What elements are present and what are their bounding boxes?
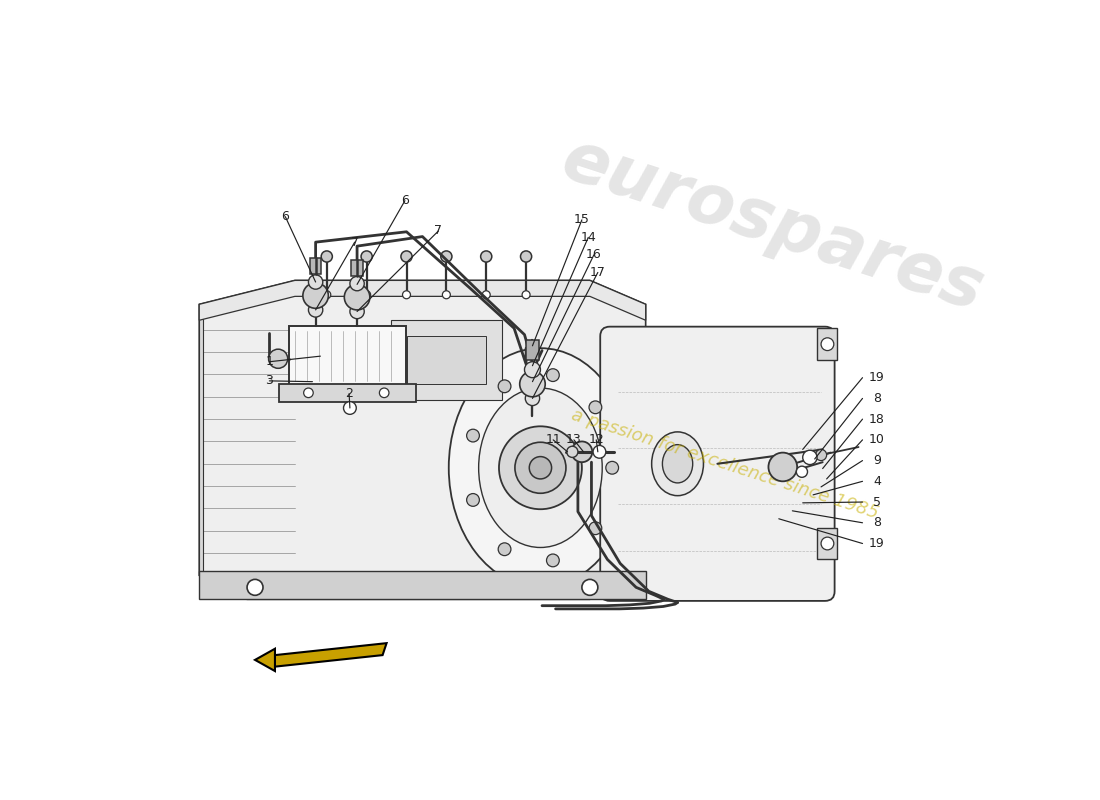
Circle shape <box>547 369 559 382</box>
Circle shape <box>520 251 531 262</box>
Circle shape <box>343 402 356 414</box>
Circle shape <box>403 290 410 298</box>
Circle shape <box>525 362 540 378</box>
Circle shape <box>499 426 582 510</box>
Circle shape <box>769 453 798 482</box>
Circle shape <box>308 302 322 317</box>
Text: 14: 14 <box>581 231 596 244</box>
Circle shape <box>482 290 491 298</box>
Polygon shape <box>199 281 646 599</box>
Circle shape <box>796 466 807 478</box>
Circle shape <box>363 290 371 298</box>
Circle shape <box>302 283 329 308</box>
Circle shape <box>248 579 263 595</box>
Text: 2: 2 <box>345 387 353 400</box>
Circle shape <box>361 251 372 262</box>
Text: 7: 7 <box>351 236 359 249</box>
Circle shape <box>322 290 331 298</box>
Polygon shape <box>199 281 646 320</box>
Text: 10: 10 <box>869 434 884 446</box>
Ellipse shape <box>651 432 704 496</box>
Text: 17: 17 <box>590 266 606 279</box>
Text: 11: 11 <box>546 434 561 446</box>
Circle shape <box>304 388 313 398</box>
Circle shape <box>588 401 602 414</box>
Ellipse shape <box>662 445 693 483</box>
Circle shape <box>815 450 826 461</box>
Circle shape <box>519 371 546 397</box>
Circle shape <box>803 450 817 465</box>
Circle shape <box>588 522 602 534</box>
Bar <box>390 320 503 400</box>
Circle shape <box>481 251 492 262</box>
Bar <box>310 258 321 274</box>
Circle shape <box>308 275 322 289</box>
Text: 9: 9 <box>873 454 881 467</box>
Circle shape <box>344 285 370 310</box>
Circle shape <box>321 251 332 262</box>
Circle shape <box>442 290 450 298</box>
Bar <box>352 261 363 277</box>
Circle shape <box>821 537 834 550</box>
Text: eurospares: eurospares <box>554 125 992 324</box>
Text: a passion for excellence since 1985: a passion for excellence since 1985 <box>570 406 881 522</box>
Polygon shape <box>255 649 275 671</box>
Circle shape <box>593 446 606 458</box>
Ellipse shape <box>449 348 632 587</box>
Circle shape <box>466 430 480 442</box>
Circle shape <box>515 442 565 494</box>
Circle shape <box>821 338 834 350</box>
Circle shape <box>466 494 480 506</box>
Text: 19: 19 <box>869 537 884 550</box>
Bar <box>817 328 837 360</box>
Circle shape <box>526 391 540 406</box>
Circle shape <box>566 446 578 458</box>
Circle shape <box>379 388 389 398</box>
Text: 8: 8 <box>873 516 881 530</box>
Circle shape <box>498 380 510 393</box>
Bar <box>288 326 407 386</box>
Text: 4: 4 <box>873 475 881 488</box>
Circle shape <box>350 304 364 318</box>
Text: 15: 15 <box>574 214 590 226</box>
Text: 13: 13 <box>566 434 582 446</box>
Circle shape <box>529 457 551 479</box>
Text: 7: 7 <box>434 225 442 238</box>
Text: 6: 6 <box>402 194 409 207</box>
Circle shape <box>522 290 530 298</box>
Circle shape <box>350 277 364 290</box>
Text: 18: 18 <box>869 413 884 426</box>
Circle shape <box>547 554 559 566</box>
Text: 12: 12 <box>588 434 604 446</box>
Bar <box>279 384 416 402</box>
Circle shape <box>572 442 592 462</box>
Text: 6: 6 <box>282 210 289 223</box>
Bar <box>526 340 539 360</box>
Bar <box>817 527 837 559</box>
Ellipse shape <box>478 388 602 547</box>
Text: 3: 3 <box>265 374 273 387</box>
Text: 16: 16 <box>586 249 602 262</box>
Polygon shape <box>271 643 386 667</box>
Text: 1: 1 <box>265 355 273 368</box>
Text: 5: 5 <box>873 495 881 509</box>
Circle shape <box>582 579 597 595</box>
Bar <box>407 336 486 384</box>
Circle shape <box>268 349 288 368</box>
Circle shape <box>400 251 412 262</box>
Circle shape <box>606 462 618 474</box>
Text: 19: 19 <box>869 371 884 384</box>
Bar <box>199 571 646 599</box>
Circle shape <box>441 251 452 262</box>
Text: 8: 8 <box>873 392 881 405</box>
Circle shape <box>498 543 510 556</box>
FancyBboxPatch shape <box>601 326 835 601</box>
Polygon shape <box>199 304 204 575</box>
